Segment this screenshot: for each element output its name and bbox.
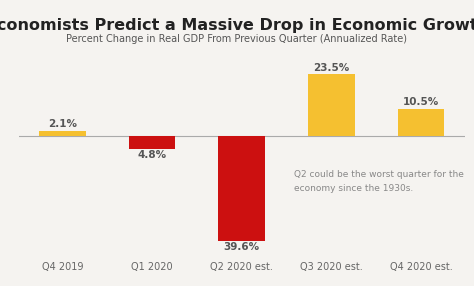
Text: 23.5%: 23.5% xyxy=(313,63,349,73)
Bar xyxy=(398,109,444,136)
Bar xyxy=(129,136,175,149)
Bar xyxy=(39,131,86,136)
Text: 4.8%: 4.8% xyxy=(137,150,167,160)
Text: 39.6%: 39.6% xyxy=(224,242,260,252)
Bar xyxy=(308,74,355,136)
Text: Percent Change in Real GDP From Previous Quarter (Annualized Rate): Percent Change in Real GDP From Previous… xyxy=(66,34,408,44)
Text: Q2 could be the worst quarter for the
economy since the 1930s.: Q2 could be the worst quarter for the ec… xyxy=(294,170,464,193)
Text: Economists Predict a Massive Drop in Economic Growth: Economists Predict a Massive Drop in Eco… xyxy=(0,18,474,33)
Text: 10.5%: 10.5% xyxy=(403,97,439,107)
Text: 2.1%: 2.1% xyxy=(48,119,77,129)
Bar xyxy=(219,136,265,241)
